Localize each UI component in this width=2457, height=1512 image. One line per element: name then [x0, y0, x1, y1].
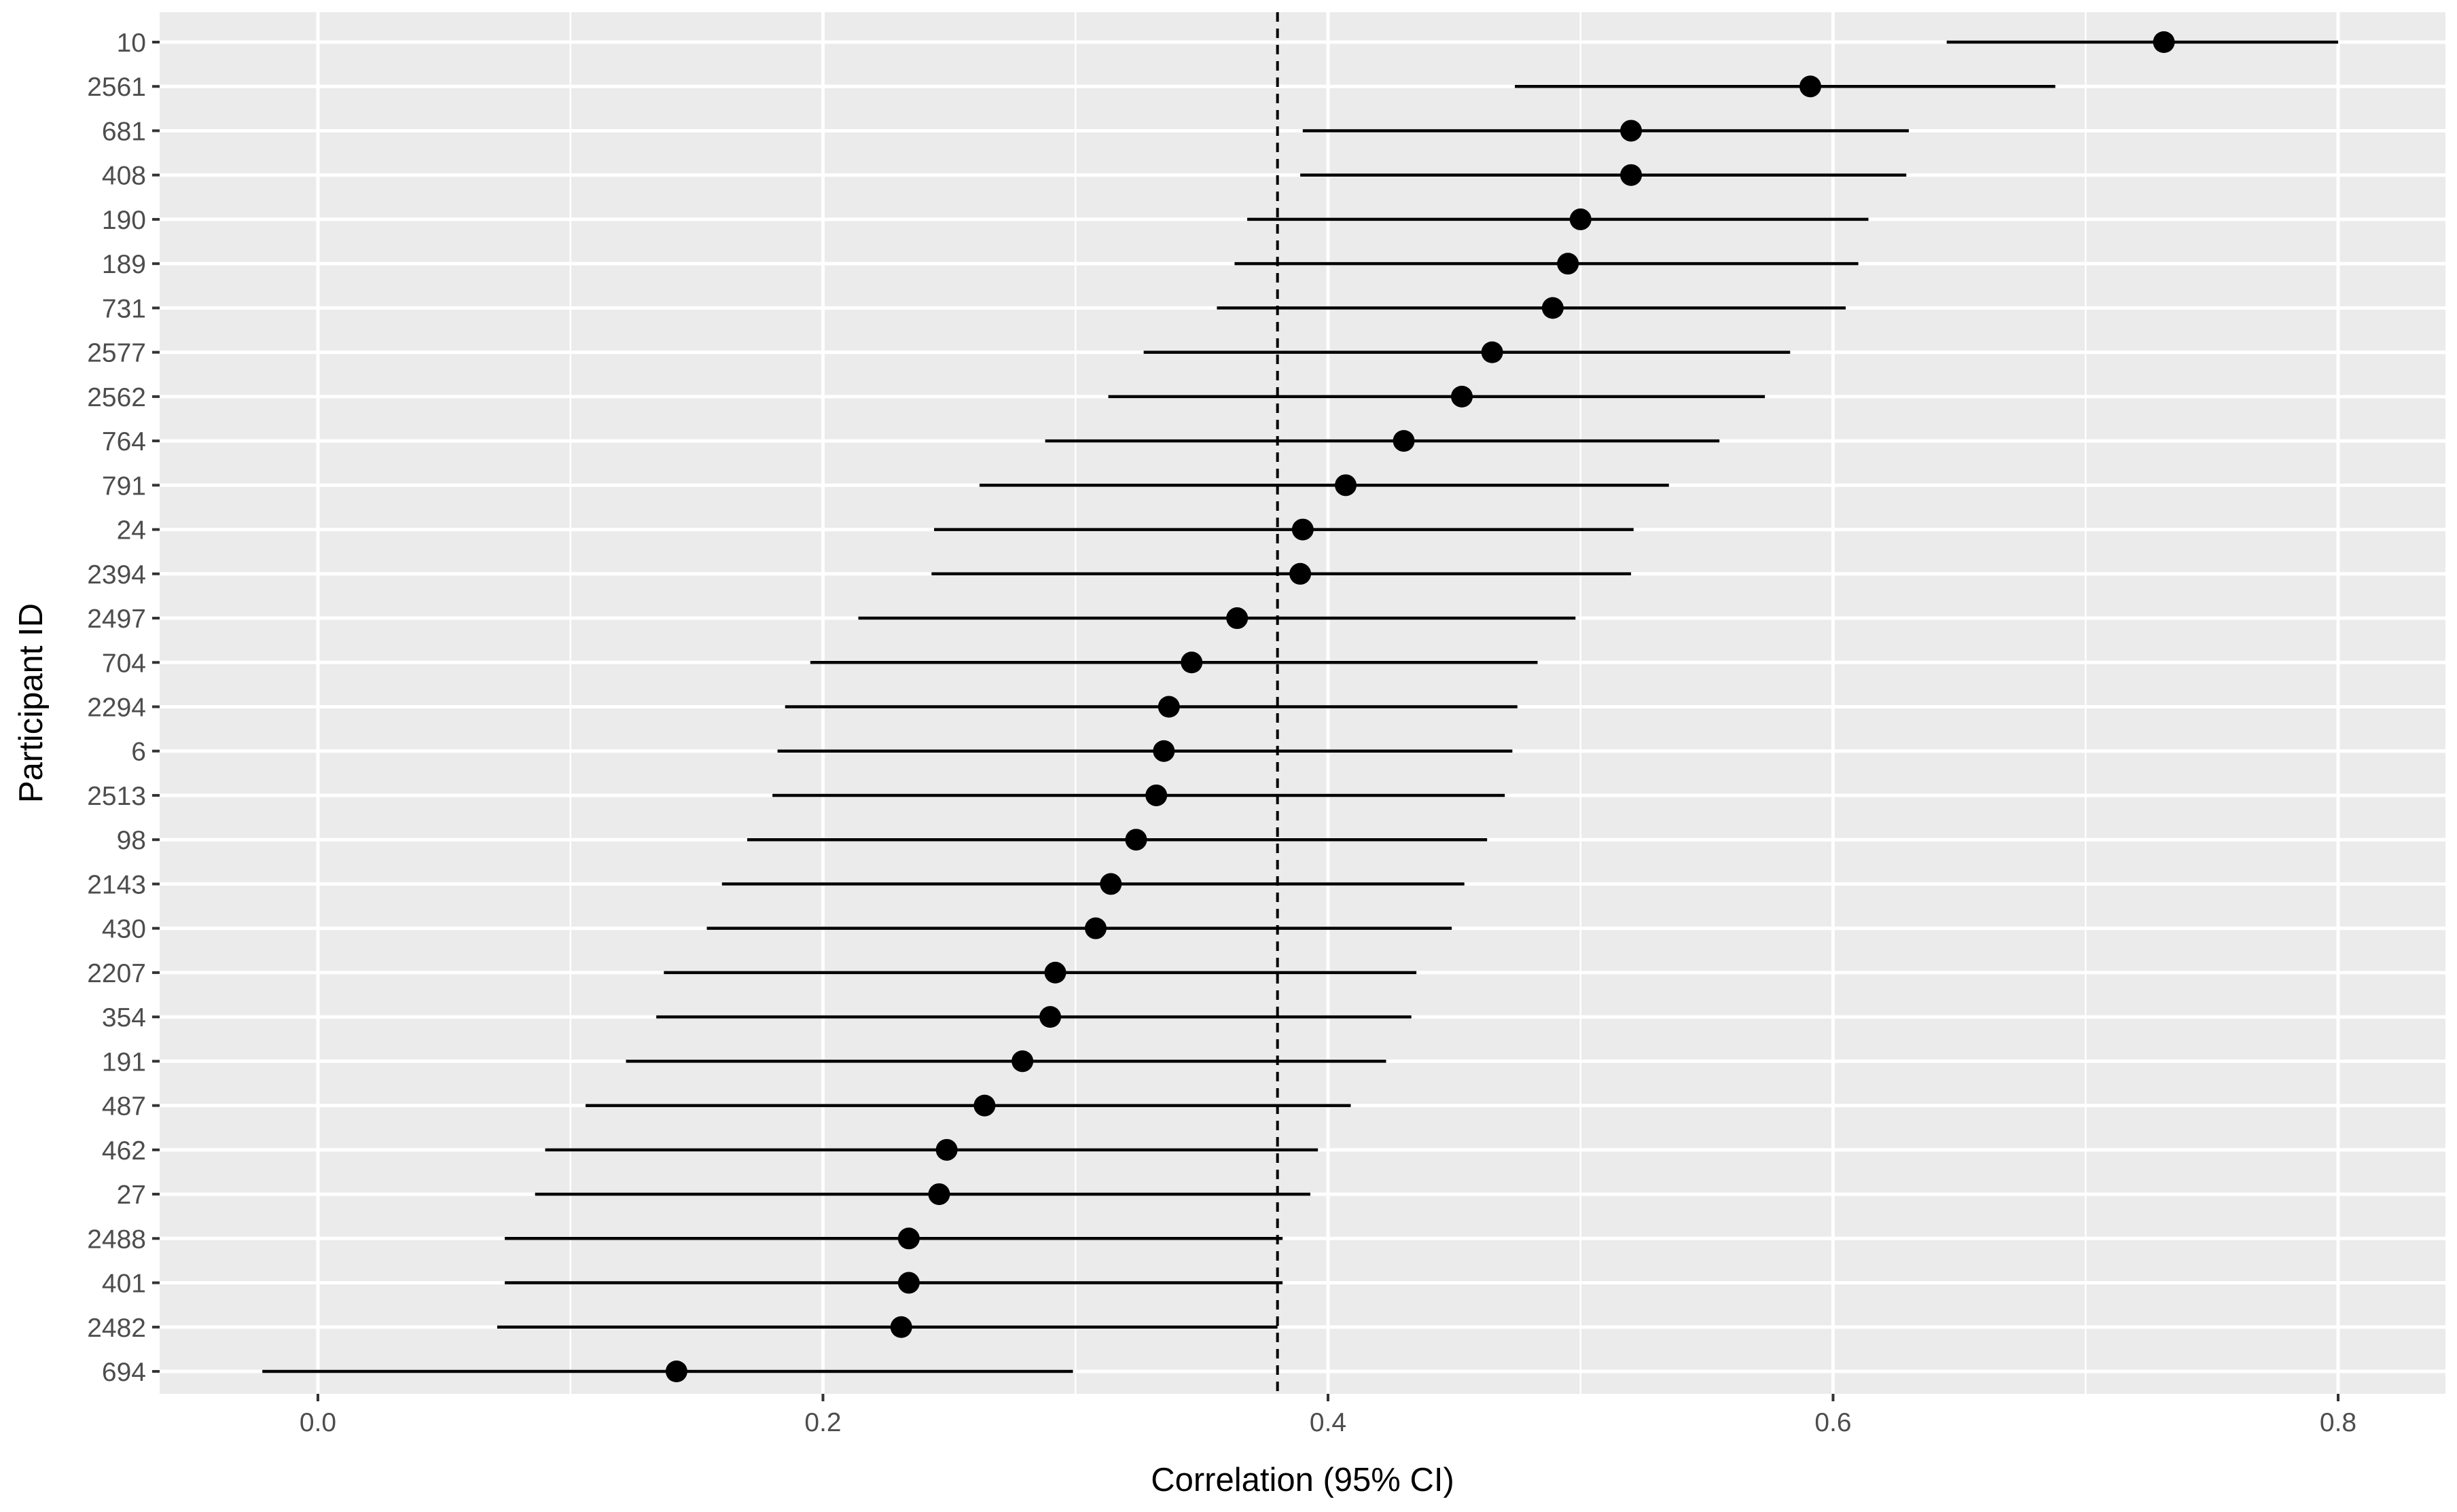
point-6: [1153, 740, 1175, 762]
y-tick-label-704: 704: [102, 649, 146, 678]
point-189: [1557, 253, 1579, 275]
point-487: [973, 1094, 996, 1117]
point-2577: [1481, 341, 1503, 363]
point-791: [1335, 474, 1357, 497]
y-tick-label-791: 791: [102, 471, 146, 501]
y-tick-label-401: 401: [102, 1270, 146, 1299]
y-axis-title: Participant ID: [13, 603, 50, 803]
point-462: [935, 1138, 958, 1161]
plot-panel: [160, 12, 2445, 1394]
y-tick-label-10: 10: [117, 29, 146, 58]
y-tick-label-2482: 2482: [87, 1314, 146, 1343]
point-694: [665, 1361, 687, 1382]
point-estimates: [665, 31, 2175, 1382]
point-2497: [1226, 607, 1249, 630]
y-tick-label-189: 189: [102, 250, 146, 279]
point-408: [1620, 164, 1643, 186]
point-354: [1039, 1006, 1062, 1028]
y-tick-label-731: 731: [102, 294, 146, 323]
point-2394: [1289, 562, 1312, 585]
point-190: [1569, 208, 1592, 230]
y-tick-label-2513: 2513: [87, 782, 146, 811]
y-axis-ticks: [152, 41, 160, 1373]
point-764: [1393, 430, 1415, 452]
point-10: [2153, 31, 2175, 53]
x-tick-label: 0.6: [1814, 1408, 1851, 1437]
y-tick-label-98: 98: [117, 826, 146, 855]
point-2562: [1451, 385, 1473, 408]
y-tick-label-6: 6: [131, 738, 146, 767]
point-2294: [1158, 696, 1180, 718]
y-tick-label-764: 764: [102, 427, 146, 456]
x-tick-label: 0.0: [300, 1408, 336, 1437]
point-24: [1291, 518, 1314, 541]
point-2143: [1100, 873, 1122, 895]
point-191: [1011, 1050, 1034, 1073]
y-tick-label-681: 681: [102, 117, 146, 146]
point-2482: [890, 1316, 912, 1338]
y-axis-tick-labels: 10 2561 681 408 190 189 731 2577 2562 764 791 24 239…: [87, 29, 146, 1387]
x-minor-gridlines: [569, 12, 2087, 1394]
y-tick-label-430: 430: [102, 915, 146, 944]
y-tick-label-190: 190: [102, 206, 146, 235]
point-731: [1541, 297, 1564, 319]
point-704: [1181, 651, 1203, 674]
y-tick-label-462: 462: [102, 1136, 146, 1166]
point-2561: [1799, 75, 1822, 98]
point-401: [897, 1272, 920, 1294]
point-681: [1620, 120, 1643, 142]
point-27: [928, 1183, 950, 1206]
y-tick-label-2562: 2562: [87, 383, 146, 412]
point-98: [1125, 829, 1147, 851]
y-tick-label-2143: 2143: [87, 870, 146, 899]
y-tick-label-2577: 2577: [87, 339, 146, 368]
y-tick-label-2394: 2394: [87, 560, 146, 590]
y-tick-label-2294: 2294: [87, 694, 146, 723]
y-tick-label-487: 487: [102, 1092, 146, 1121]
x-axis-title: Correlation (95% CI): [1151, 1462, 1454, 1498]
y-tick-label-2497: 2497: [87, 605, 146, 634]
y-tick-label-694: 694: [102, 1358, 146, 1387]
y-tick-label-191: 191: [102, 1047, 146, 1077]
confidence-intervals: [262, 40, 2338, 1373]
y-tick-label-2207: 2207: [87, 959, 146, 988]
y-tick-label-408: 408: [102, 162, 146, 191]
y-tick-label-2561: 2561: [87, 73, 146, 102]
y-tick-label-354: 354: [102, 1003, 146, 1032]
point-2488: [897, 1227, 920, 1250]
x-axis-tick-labels: 0.0 0.2 0.4 0.6 0.8: [300, 1408, 2356, 1437]
x-tick-label: 0.8: [2320, 1408, 2356, 1437]
x-major-gridlines: [316, 12, 2340, 1394]
point-2207: [1044, 961, 1066, 984]
y-tick-label-2488: 2488: [87, 1225, 146, 1254]
y-tick-label-27: 27: [117, 1181, 146, 1210]
x-tick-label: 0.2: [804, 1408, 841, 1437]
x-axis-ticks: [317, 1394, 2339, 1401]
point-2513: [1145, 784, 1168, 806]
y-tick-label-24: 24: [117, 516, 146, 545]
x-tick-label: 0.4: [1310, 1408, 1346, 1437]
point-430: [1084, 917, 1107, 939]
